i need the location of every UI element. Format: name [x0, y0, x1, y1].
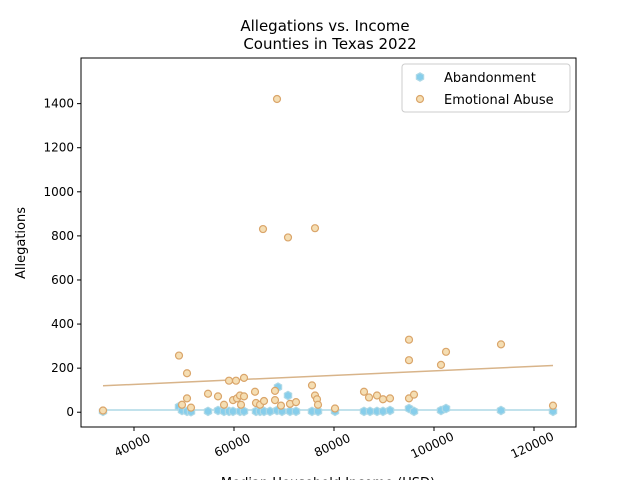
point — [265, 406, 275, 417]
point — [98, 406, 108, 415]
point — [404, 356, 414, 365]
x-tick-label: 40000 — [112, 431, 153, 460]
point — [213, 392, 223, 401]
point — [186, 403, 196, 412]
legend-box — [401, 63, 571, 113]
point — [441, 347, 451, 356]
y-tick-label: 200 — [51, 361, 74, 375]
point — [364, 393, 374, 402]
x-tick-label: 60000 — [212, 431, 253, 460]
y-tick-label: 600 — [51, 273, 74, 287]
point — [224, 376, 234, 385]
point — [219, 400, 229, 409]
x-tick-label: 80000 — [312, 431, 353, 460]
y-tick-label: 400 — [51, 317, 74, 331]
point — [372, 391, 382, 400]
point — [177, 400, 187, 409]
point — [283, 390, 293, 401]
point — [174, 351, 184, 360]
point — [236, 400, 246, 409]
legend-label: Emotional Abuse — [444, 93, 554, 108]
legend-marker — [415, 94, 425, 104]
point — [385, 394, 395, 403]
point — [496, 405, 506, 416]
point — [385, 405, 395, 416]
y-axis-label: Allegations — [14, 207, 29, 279]
point — [270, 396, 280, 405]
point — [228, 406, 238, 417]
point — [291, 406, 301, 417]
plot-frame — [80, 57, 577, 428]
y-tick-label: 1200 — [43, 141, 74, 155]
trend-line — [102, 364, 554, 387]
point — [203, 389, 213, 398]
point — [259, 396, 269, 406]
point — [182, 369, 192, 378]
point — [203, 406, 213, 417]
point — [182, 394, 192, 403]
point — [378, 395, 388, 404]
point — [272, 94, 282, 104]
chart-title: Allegations vs. Income — [240, 17, 409, 35]
point — [436, 360, 446, 369]
x-tick-label: 100000 — [409, 429, 456, 461]
point — [307, 381, 317, 390]
point — [250, 387, 260, 396]
y-tick-label: 1000 — [43, 185, 74, 199]
legend-marker — [415, 72, 425, 82]
point — [258, 224, 268, 234]
point — [239, 406, 249, 417]
point — [409, 390, 419, 399]
point — [313, 400, 323, 409]
point — [404, 335, 414, 344]
y-tick-label: 0 — [66, 405, 74, 419]
y-tick-label: 1400 — [43, 97, 74, 111]
point — [441, 403, 451, 414]
point — [378, 406, 388, 417]
point — [239, 373, 249, 382]
point — [365, 406, 375, 417]
x-tick-label: 120000 — [509, 429, 556, 461]
point — [548, 401, 558, 410]
point — [313, 406, 323, 417]
point — [409, 406, 419, 417]
point — [231, 376, 241, 385]
point — [270, 386, 280, 395]
point — [330, 404, 340, 413]
legend-label: Abandonment — [444, 71, 536, 86]
point — [283, 233, 293, 242]
point — [496, 340, 506, 349]
x-axis-label: Median Household Income (USD) — [221, 476, 435, 480]
point — [239, 392, 249, 401]
chart-subtitle: Counties in Texas 2022 — [243, 35, 416, 53]
point — [310, 224, 320, 233]
point — [291, 397, 301, 407]
y-tick-label: 800 — [51, 229, 74, 243]
point — [276, 401, 286, 410]
point — [359, 387, 369, 396]
